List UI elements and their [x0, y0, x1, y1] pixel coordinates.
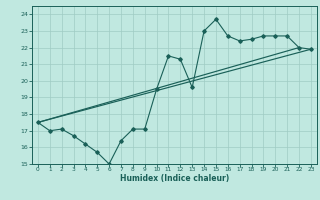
X-axis label: Humidex (Indice chaleur): Humidex (Indice chaleur) [120, 174, 229, 183]
